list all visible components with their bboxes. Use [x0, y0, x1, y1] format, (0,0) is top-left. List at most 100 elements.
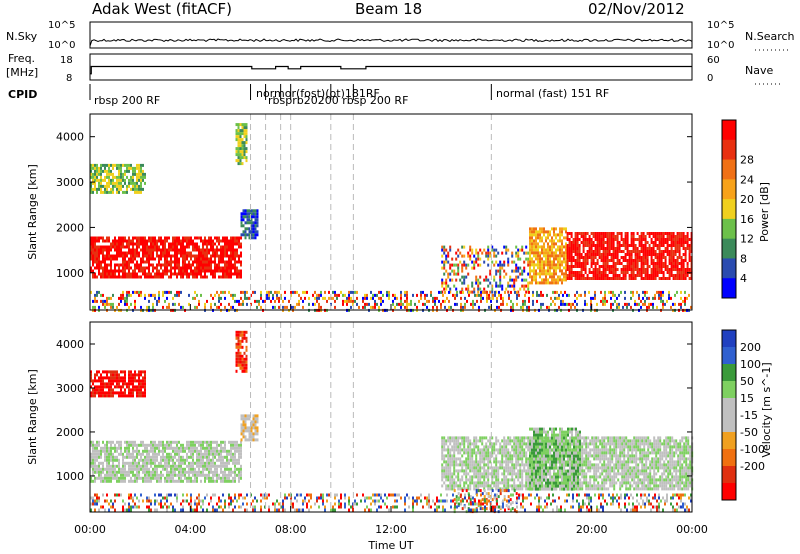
range-cell-0	[192, 443, 194, 447]
range-cell-4	[455, 445, 458, 449]
range-cell-0	[176, 239, 178, 243]
range-cell-0	[196, 440, 198, 444]
range-cell-6	[668, 256, 671, 259]
range-cell-6	[628, 277, 631, 280]
range-cell-7	[464, 302, 466, 306]
range-cell-6	[578, 259, 581, 262]
range-cell-0	[210, 260, 212, 264]
range-cell-7	[618, 302, 620, 306]
range-cell-0	[182, 251, 184, 255]
range-cell-7	[254, 290, 256, 294]
range-cell-1	[132, 379, 134, 383]
range-cell-0	[158, 272, 160, 276]
range-cell-5	[551, 251, 553, 255]
range-cell-6	[602, 232, 605, 235]
range-cell-6	[596, 271, 599, 274]
range-cell-0	[150, 443, 152, 447]
range-cell-4	[449, 457, 452, 461]
range-cell-2	[254, 215, 257, 219]
range-cell-7	[304, 296, 306, 300]
range-cell-0	[148, 266, 150, 270]
range-cell-0	[200, 251, 202, 255]
range-cell-3	[239, 129, 242, 133]
range-cell-1	[144, 394, 146, 398]
range-cell-6	[620, 271, 623, 274]
range-cell-7	[680, 296, 682, 300]
range-cell-6	[642, 277, 645, 280]
range-cell-0	[106, 266, 108, 270]
range-cell-0	[132, 470, 134, 474]
range-cell-0	[174, 266, 176, 270]
range-cell-7	[256, 305, 258, 309]
cpid-label: CPID	[8, 88, 37, 101]
range-cell-6	[606, 265, 609, 268]
range-cell-1	[108, 379, 110, 383]
range-cell-0	[152, 236, 154, 240]
range-cell-4	[449, 472, 452, 476]
range-cell-7	[168, 290, 170, 294]
range-cell-4	[495, 439, 498, 443]
range-cell-0	[158, 479, 160, 483]
range-cell-4	[445, 475, 448, 479]
range-cell-7	[604, 299, 606, 303]
range-cell-1	[128, 382, 130, 386]
range-cell-1	[122, 184, 124, 188]
range-cell-0	[160, 476, 162, 480]
range-cell-7	[94, 293, 96, 297]
range-cell-0	[94, 266, 96, 270]
range-cell-0	[94, 455, 96, 459]
range-cell-0	[172, 245, 174, 249]
range-cell-4	[443, 481, 446, 485]
range-cell-6	[658, 262, 661, 265]
range-cell-4	[469, 469, 472, 473]
range-cell-0	[202, 455, 204, 459]
range-cell-0	[238, 257, 240, 261]
range-cell-5	[539, 245, 541, 249]
range-cell-0	[166, 239, 168, 243]
range-cell-6	[626, 238, 629, 241]
range-cell-1	[108, 394, 110, 398]
range-cell-4	[479, 454, 482, 458]
range-cell-0	[134, 455, 136, 459]
range-cell-0	[124, 446, 126, 450]
range-cell-1	[144, 181, 146, 185]
range-cell-0	[222, 254, 224, 258]
range-cell-0	[150, 248, 152, 252]
range-cell-0	[116, 464, 118, 468]
range-cell-6	[588, 241, 591, 244]
range-cell-3	[243, 150, 246, 154]
range-cell-1	[142, 370, 144, 374]
range-cell-2	[250, 212, 253, 216]
range-cell-0	[212, 239, 214, 243]
range-cell-7	[246, 296, 248, 300]
range-cell-0	[166, 260, 168, 264]
range-cell-0	[152, 245, 154, 249]
range-cell-2	[240, 212, 243, 216]
range-cell-7	[660, 299, 662, 303]
range-cell-0	[114, 236, 116, 240]
range-cell-0	[212, 254, 214, 258]
range-cell-6	[612, 274, 615, 277]
range-cell-0	[174, 272, 176, 276]
range-cell-7	[462, 290, 464, 294]
range-cell-0	[236, 458, 238, 462]
range-cell-5	[559, 269, 561, 273]
range-cell-0	[224, 443, 226, 447]
range-cell-0	[144, 449, 146, 453]
range-cell-1	[100, 178, 102, 182]
range-cell-1	[110, 163, 112, 167]
beam-title: Beam 18	[355, 0, 422, 18]
range-cell-6	[672, 274, 675, 277]
range-cell-0	[176, 458, 178, 462]
range-cell-4	[441, 266, 444, 270]
range-cell-1	[106, 370, 108, 374]
range-cell-6	[616, 232, 619, 235]
range-cell-7	[122, 290, 124, 294]
range-cell-7	[140, 293, 142, 297]
range-cell-6	[684, 238, 687, 241]
range-cell-0	[96, 245, 98, 249]
range-cell-0	[178, 239, 180, 243]
range-cell-4	[451, 269, 454, 273]
range-cell-0	[172, 473, 174, 477]
range-cell-0	[90, 461, 92, 465]
